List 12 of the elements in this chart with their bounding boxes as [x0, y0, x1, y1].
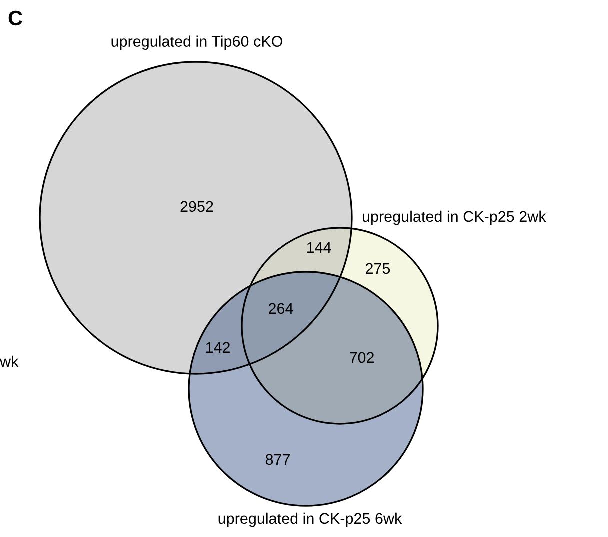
data-label: 877: [266, 454, 290, 466]
data-label: 142: [206, 342, 230, 353]
data-label: 702: [350, 352, 374, 364]
text: wk: [0, 356, 19, 367]
data-label: 264: [269, 303, 294, 314]
data-label: 144: [307, 242, 332, 253]
data-label: 275: [366, 263, 390, 274]
text: upregulated in CK-p25 2wk: [362, 210, 546, 226]
data-label: 2952: [180, 201, 214, 212]
text: C: [8, 10, 22, 26]
text: upregulated in CK-p25 6wk: [218, 512, 402, 528]
text: upregulated in Tip60 cKO: [112, 36, 282, 50]
